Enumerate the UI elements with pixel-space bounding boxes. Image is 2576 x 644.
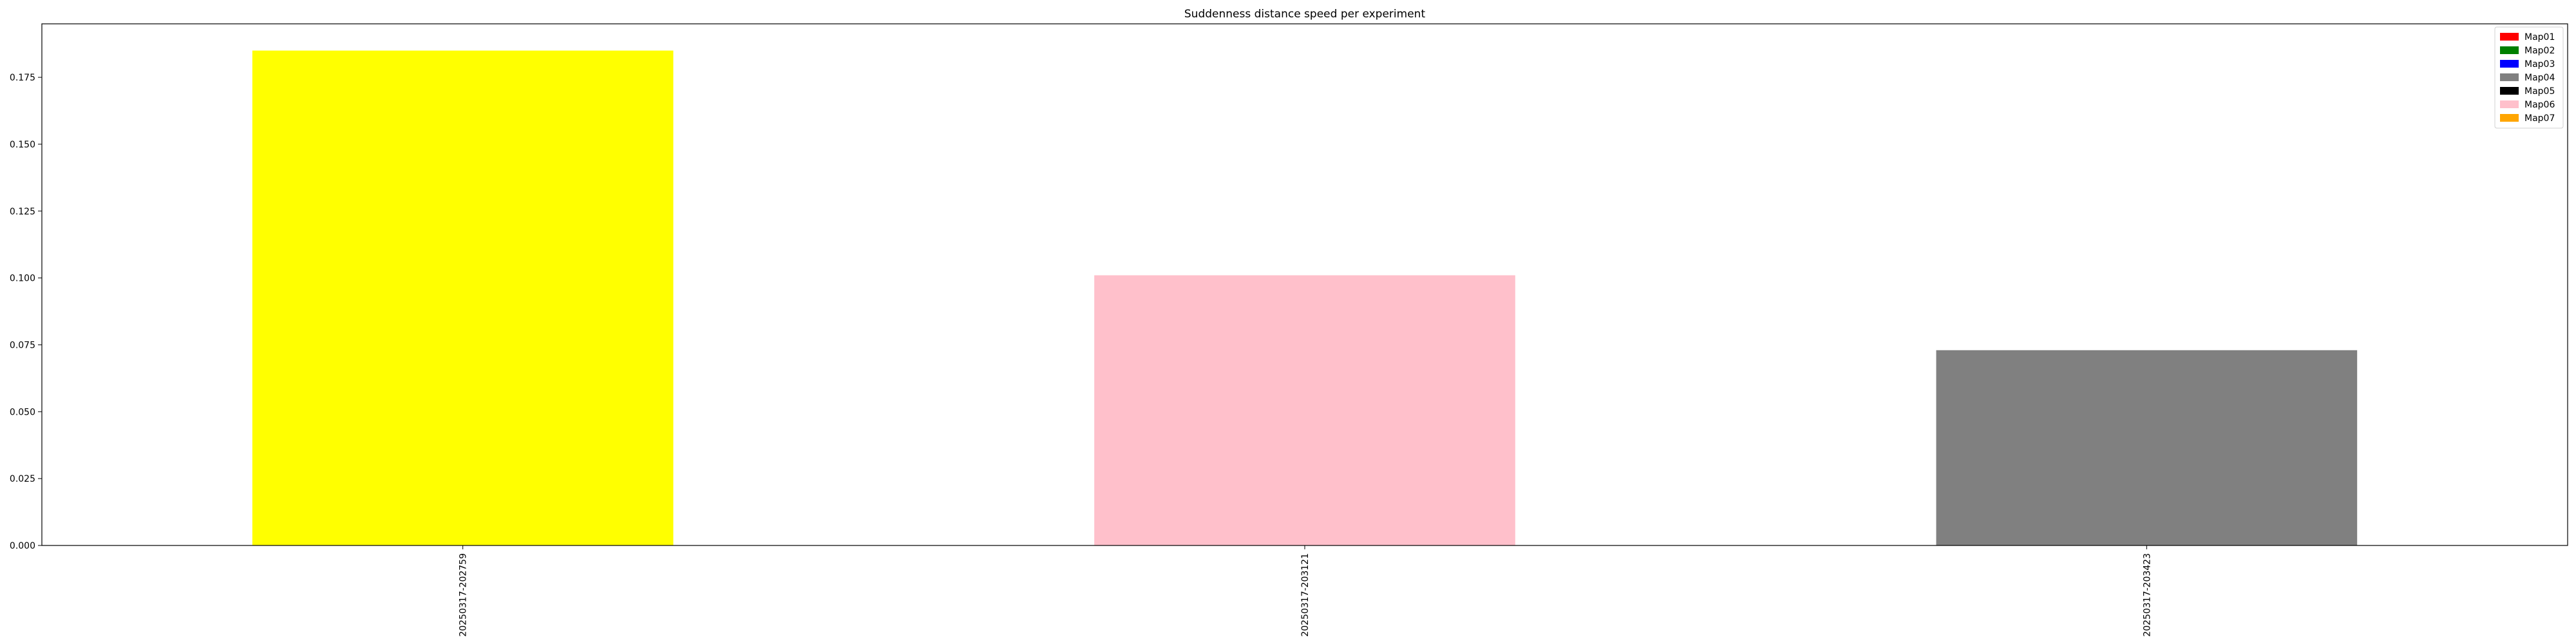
legend-swatch [2500, 87, 2519, 95]
y-tick-label: 0.100 [10, 274, 35, 284]
legend: Map01 Map02 Map03 Map04 Map05 Map06 Map07 [2494, 26, 2564, 129]
y-tick-label: 0.075 [10, 340, 35, 350]
legend-swatch [2500, 73, 2519, 81]
y-tick-label: 0.125 [10, 207, 35, 217]
y-tick-label: 0.175 [10, 73, 35, 83]
bar-20250317-203423 [1936, 350, 2358, 545]
y-tick-label: 0.025 [10, 474, 35, 484]
bar-20250317-203121 [1094, 275, 1515, 545]
y-tick-label: 0.050 [10, 407, 35, 417]
legend-swatch [2500, 46, 2519, 54]
legend-label: Map05 [2524, 86, 2555, 97]
x-tick-label: 20250317-203423 [2142, 553, 2152, 637]
legend-swatch [2500, 114, 2519, 122]
x-axis: 20250317-202759 20250317-203121 20250317-2… [459, 545, 2152, 637]
legend-swatch [2500, 100, 2519, 108]
legend-swatch [2500, 33, 2519, 41]
chart-title: Suddenness distance speed per experiment [1184, 8, 1426, 21]
bars-layer [252, 50, 2358, 546]
legend-label: Map07 [2524, 113, 2555, 124]
y-tick-label: 0.150 [10, 140, 35, 150]
legend-label: Map03 [2524, 59, 2555, 70]
x-tick-label: 20250317-203121 [1300, 553, 1311, 637]
y-tick-label: 0.000 [10, 541, 35, 551]
plot-frame [41, 23, 2568, 546]
bar-20250317-202759 [252, 50, 674, 546]
legend-label: Map02 [2524, 46, 2555, 56]
legend-label: Map01 [2524, 32, 2555, 43]
x-tick-label: 20250317-202759 [459, 553, 469, 637]
legend-swatch [2500, 60, 2519, 68]
legend-label: Map04 [2524, 73, 2555, 83]
legend-label: Map06 [2524, 100, 2555, 110]
y-axis: 0.000 0.025 0.050 0.075 0.100 0.125 0.150 0.175 [10, 73, 42, 551]
